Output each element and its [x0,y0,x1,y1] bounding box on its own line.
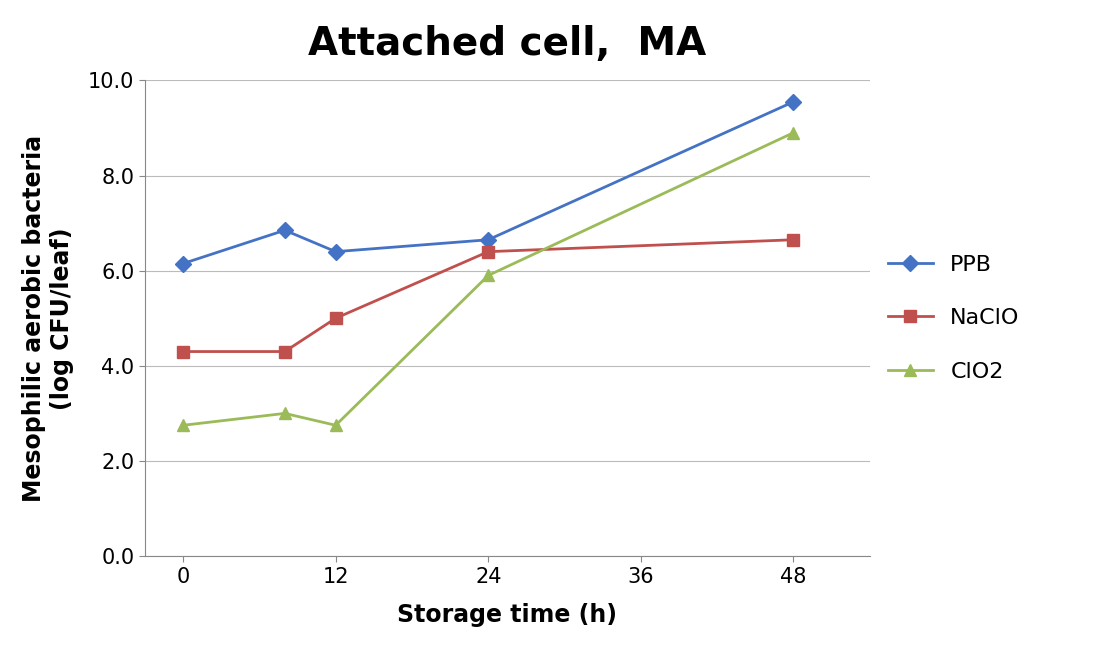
Title: Attached cell,  MA: Attached cell, MA [308,25,707,64]
X-axis label: Storage time (h): Storage time (h) [397,603,618,627]
NaClO [482,248,495,256]
Line: PPB: PPB [177,96,799,269]
ClO2 [278,409,291,417]
PPB [482,236,495,244]
PPB [329,248,342,256]
NaClO [787,236,801,244]
PPB [278,226,291,234]
Line: NaClO: NaClO [177,234,799,358]
NaClO [329,314,342,322]
ClO2 [787,129,801,137]
PPB [787,98,801,106]
Line: ClO2: ClO2 [177,127,799,431]
ClO2 [176,421,190,429]
ClO2 [329,421,342,429]
PPB [176,259,190,267]
NaClO [176,348,190,356]
Legend: PPB, NaClO, ClO2: PPB, NaClO, ClO2 [888,255,1019,382]
NaClO [278,348,291,356]
ClO2 [482,271,495,279]
Y-axis label: Mesophilic aerobic bacteria
(log CFU/leaf): Mesophilic aerobic bacteria (log CFU/lea… [22,135,75,502]
